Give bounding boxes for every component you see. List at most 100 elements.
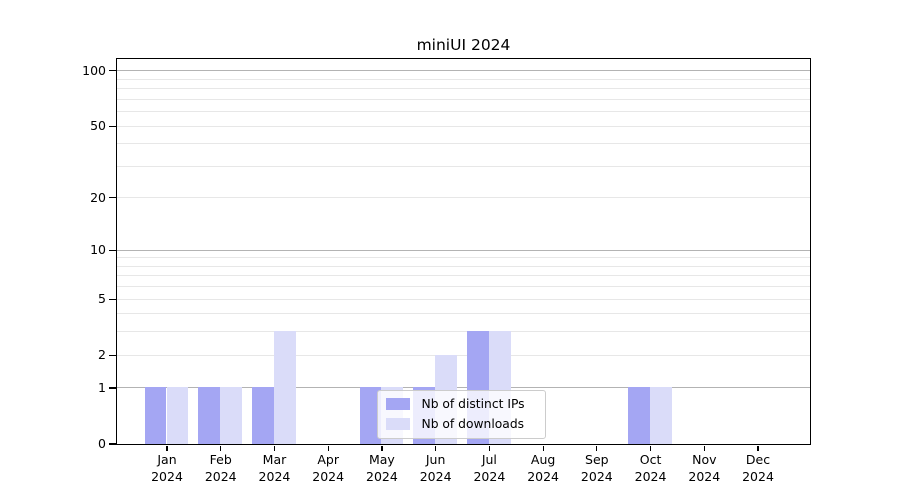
legend-label-distinct-ips: Nb of distinct IPs [421, 397, 525, 411]
x-tick-jan [166, 445, 168, 451]
legend-swatch-distinct-ips [385, 398, 410, 410]
x-tick-may [381, 445, 383, 451]
legend-item-downloads: Nb of downloads [385, 417, 536, 432]
x-year-text: 2024 [527, 468, 560, 484]
y-tick-1 [108, 387, 116, 389]
x-year-text: 2024 [312, 468, 345, 484]
y-tick-0 [108, 443, 116, 445]
x-tick-jun [435, 445, 437, 451]
x-month-text: Jul [481, 452, 497, 467]
gridline-y80 [116, 88, 810, 90]
gridline-y20 [116, 197, 810, 199]
x-tick-label-aug: Aug 2024 [514, 452, 572, 485]
gridline-y6 [116, 286, 810, 288]
x-month-text: Jan [157, 452, 177, 467]
gridline-y40 [116, 143, 810, 145]
chart-title: miniUI 2024 [416, 36, 511, 54]
bar-distinct-ips-may [359, 387, 382, 444]
x-month-text: May [368, 452, 395, 467]
legend: Nb of distinct IPs Nb of downloads [376, 389, 546, 439]
x-month-text: Sep [585, 452, 609, 467]
gridline-y8 [116, 265, 810, 267]
legend-swatch-downloads [385, 418, 410, 430]
y-tick-10 [108, 249, 116, 251]
gridline-y5 [116, 298, 810, 300]
bar-downloads-feb [220, 387, 243, 444]
y-tick-label-0: 0 [98, 436, 106, 451]
gridline-y10 [116, 249, 810, 251]
y-tick-5 [108, 298, 116, 300]
y-tick-100 [108, 70, 116, 72]
y-tick-label-2: 2 [98, 347, 106, 363]
bar-distinct-ips-mar [252, 387, 274, 444]
x-tick-dec [757, 445, 759, 451]
x-year-text: 2024 [151, 468, 183, 484]
x-tick-label-mar: Mar 2024 [245, 452, 303, 485]
x-tick-label-jun: Jun 2024 [407, 452, 465, 485]
gridline-y3 [116, 331, 810, 333]
legend-item-distinct-ips: Nb of distinct IPs [385, 397, 536, 412]
gridline-y9 [116, 257, 810, 259]
x-month-text: Feb [209, 452, 232, 467]
plot-area: Nb of distinct IPs Nb of downloads [115, 57, 811, 445]
y-tick-label-100: 100 [82, 62, 106, 78]
gridline-y90 [116, 78, 810, 80]
bar-distinct-ips-jan [144, 387, 167, 444]
y-tick-label-50: 50 [90, 118, 106, 134]
x-tick-label-dec: Dec 2024 [729, 452, 787, 485]
x-year-text: 2024 [204, 468, 237, 484]
gridline-y1 [116, 387, 810, 389]
x-month-text: Nov [692, 452, 717, 467]
gridline-y30 [116, 165, 810, 167]
gridline-y70 [116, 98, 810, 100]
x-tick-mar [273, 445, 276, 451]
x-tick-sep [596, 445, 598, 451]
gridline-y2 [116, 354, 810, 356]
x-year-text: 2024 [258, 468, 291, 484]
x-year-text: 2024 [634, 468, 667, 484]
bar-downloads-jan [166, 387, 189, 444]
x-tick-label-nov: Nov 2024 [675, 452, 733, 485]
x-year-text: 2024 [742, 468, 774, 484]
x-month-text: Oct [639, 452, 662, 467]
x-tick-label-sep: Sep 2024 [568, 452, 626, 485]
bar-downloads-mar [273, 331, 296, 444]
x-tick-nov [703, 445, 705, 451]
y-tick-50 [108, 125, 116, 127]
gridline-y100 [116, 70, 810, 72]
gridline-y7 [116, 275, 810, 277]
x-tick-jul [488, 445, 490, 451]
x-year-text: 2024 [580, 468, 613, 484]
x-year-text: 2024 [473, 468, 506, 484]
x-tick-aug [542, 445, 544, 451]
y-tick-label-20: 20 [90, 189, 106, 205]
y-tick-20 [108, 197, 116, 199]
x-month-text: Apr [317, 452, 339, 467]
y-tick-label-5: 5 [98, 291, 106, 307]
y-tick-label-1: 1 [98, 379, 106, 395]
gridline-y4 [116, 313, 810, 315]
x-tick-label-feb: Feb 2024 [192, 452, 250, 485]
x-month-text: Mar [262, 452, 287, 467]
x-year-text: 2024 [366, 468, 398, 484]
bar-distinct-ips-oct [628, 387, 651, 444]
x-year-text: 2024 [419, 468, 452, 484]
x-tick-label-jul: Jul 2024 [460, 452, 518, 485]
y-tick-2 [108, 354, 116, 356]
gridline-y60 [116, 111, 810, 113]
x-tick-label-apr: Apr 2024 [299, 452, 357, 485]
bar-downloads-oct [650, 387, 672, 444]
x-tick-label-oct: Oct 2024 [622, 452, 680, 485]
y-tick-label-10: 10 [90, 242, 106, 258]
gridline-y50 [116, 125, 810, 127]
x-tick-apr [327, 445, 329, 451]
x-month-text: Jun [425, 452, 446, 467]
x-year-text: 2024 [688, 468, 721, 484]
x-month-text: Dec [745, 452, 771, 467]
x-month-text: Aug [530, 452, 556, 467]
x-tick-oct [649, 445, 652, 451]
bar-distinct-ips-feb [198, 387, 221, 444]
x-tick-label-may: May 2024 [353, 452, 411, 485]
x-tick-feb [220, 445, 222, 451]
